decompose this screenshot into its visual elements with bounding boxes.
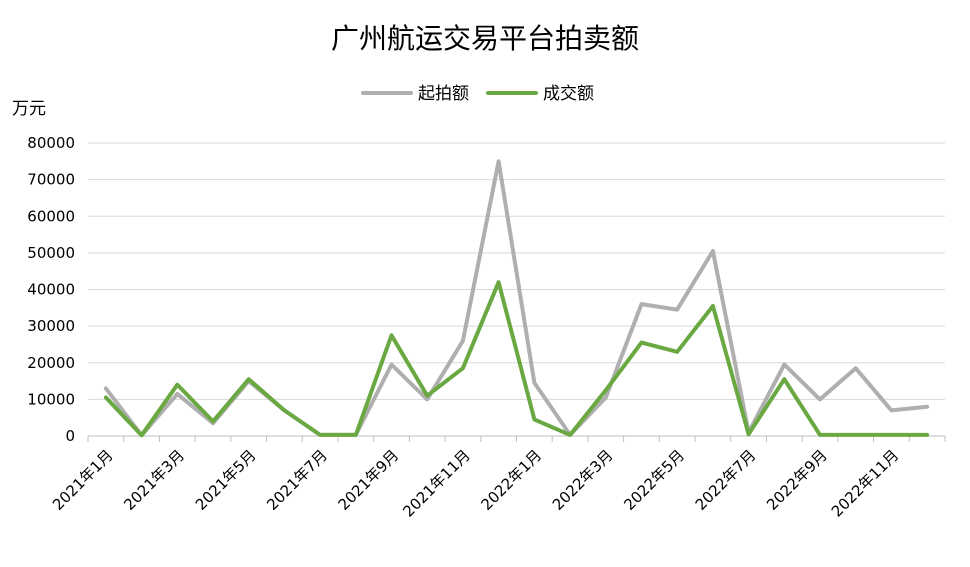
data-point <box>104 396 108 400</box>
data-point <box>140 433 144 437</box>
series-line-1 <box>103 280 930 438</box>
x-tick-label: 2022年5月 <box>620 446 688 514</box>
data-point <box>211 419 215 423</box>
x-tick-label: 2022年3月 <box>549 446 617 514</box>
y-tick-label: 40000 <box>27 281 75 299</box>
axes: 0 10000 20000 30000 40000 50000 60000 70000 8000… <box>27 134 946 521</box>
data-point <box>818 397 822 401</box>
x-tick-label: 2021年9月 <box>335 446 403 514</box>
data-point <box>854 366 858 370</box>
x-tick-label: 2021年11月 <box>399 446 473 520</box>
data-point <box>497 159 501 163</box>
data-point <box>675 350 679 354</box>
data-point <box>175 383 179 387</box>
data-point <box>711 304 715 308</box>
x-tick-label: 2021年7月 <box>263 446 331 514</box>
x-tick-label: 2021年5月 <box>192 446 260 514</box>
legend-label: 成交额 <box>543 84 594 104</box>
y-tick-label: 10000 <box>27 390 75 408</box>
data-point <box>532 381 536 385</box>
legend-label: 起拍额 <box>418 84 469 104</box>
y-tick-label: 60000 <box>27 207 75 225</box>
data-point <box>390 363 394 367</box>
series-lines <box>103 159 930 438</box>
data-point <box>925 405 929 409</box>
data-point <box>425 397 429 401</box>
data-point <box>747 432 751 436</box>
y-tick-label: 0 <box>65 427 75 445</box>
y-axis-unit-label: 万元 <box>12 99 46 119</box>
data-point <box>354 433 358 437</box>
legend: 起拍额 成交额 <box>361 84 594 104</box>
data-point <box>568 433 572 437</box>
data-point <box>604 396 608 400</box>
data-point <box>604 388 608 392</box>
data-point <box>497 280 501 284</box>
y-tick-label: 50000 <box>27 244 75 262</box>
data-point <box>889 433 893 437</box>
chart-title: 广州航运交易平台拍卖额 <box>331 22 639 55</box>
data-point <box>318 433 322 437</box>
x-tick-label: 2022年7月 <box>692 446 760 514</box>
x-tick-label: 2022年11月 <box>828 446 902 520</box>
data-point <box>532 418 536 422</box>
x-tick-label: 2022年9月 <box>763 446 831 514</box>
data-point <box>175 392 179 396</box>
data-point <box>104 386 108 390</box>
data-point <box>925 433 929 437</box>
data-point <box>282 408 286 412</box>
data-point <box>639 302 643 306</box>
y-tick-label: 70000 <box>27 171 75 189</box>
x-tick-label: 2022年1月 <box>477 446 545 514</box>
data-point <box>675 308 679 312</box>
y-tick-label: 30000 <box>27 317 75 335</box>
series-line-0 <box>103 159 930 438</box>
gridlines <box>88 142 945 400</box>
data-point <box>390 333 394 337</box>
data-point <box>461 339 465 343</box>
data-point <box>711 249 715 253</box>
data-point <box>461 366 465 370</box>
data-point <box>782 363 786 367</box>
data-point <box>639 341 643 345</box>
data-point <box>818 433 822 437</box>
data-point <box>247 377 251 381</box>
data-point <box>782 377 786 381</box>
data-point <box>889 408 893 412</box>
data-point <box>425 394 429 398</box>
y-tick-label: 20000 <box>27 354 75 372</box>
y-tick-label: 80000 <box>27 134 75 152</box>
x-tick-label: 2021年3月 <box>120 446 188 514</box>
data-point <box>854 433 858 437</box>
x-tick-label: 2021年1月 <box>49 446 117 514</box>
